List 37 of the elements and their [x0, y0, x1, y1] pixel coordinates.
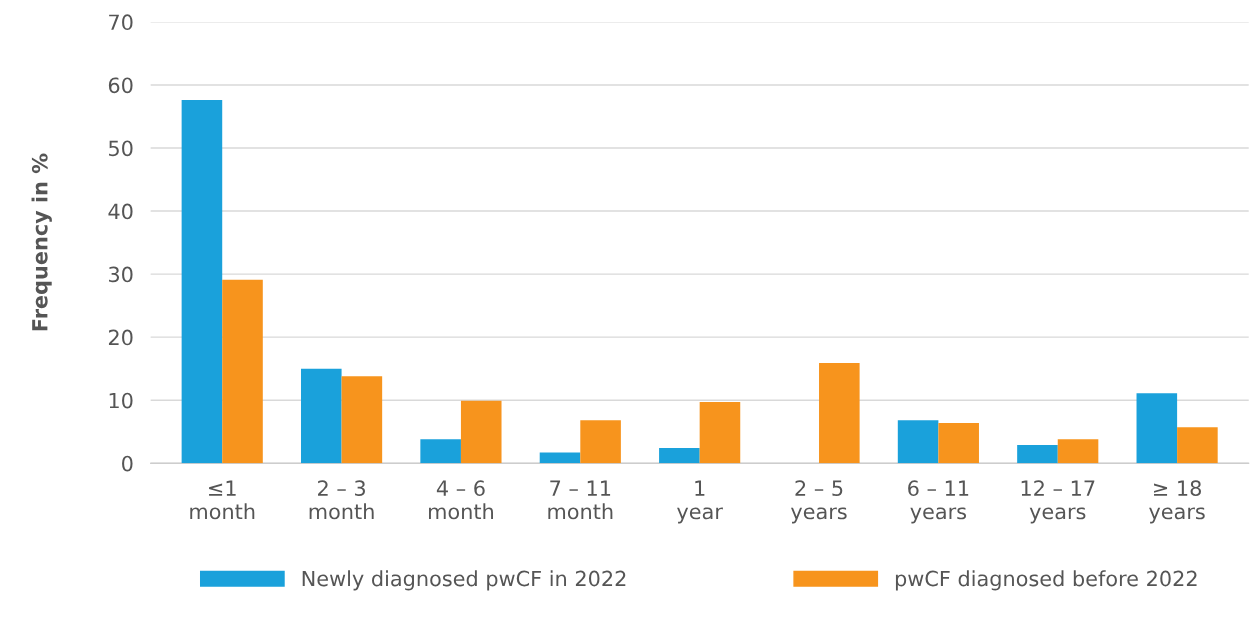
- bar: [699, 402, 741, 464]
- bar: [181, 100, 223, 464]
- legend-label: Newly diagnosed pwCF in 2022: [302, 570, 626, 591]
- x-tick-label: 1 year: [677, 480, 723, 524]
- y-tick-label: 20: [108, 329, 133, 346]
- y-tick-label: 10: [109, 392, 133, 409]
- y-tick-label: 60: [108, 77, 133, 94]
- x-tick-label: 12 – 17 years: [1021, 480, 1095, 524]
- x-tick-label: 2 – 3 month: [309, 480, 374, 520]
- bar: [1017, 444, 1058, 464]
- x-tick-label: ≤1 month: [190, 480, 255, 520]
- bar: [420, 439, 461, 464]
- x-tick-label: 4 – 6 month: [429, 480, 493, 520]
- bar: [897, 420, 939, 464]
- y-tick-label: 70: [109, 14, 133, 31]
- bar: [301, 368, 342, 464]
- bar: [1057, 439, 1099, 464]
- y-tick-label: 30: [109, 266, 133, 283]
- x-tick-label: 6 – 11 years: [908, 480, 969, 524]
- x-tick-label: 7 – 11 month: [548, 480, 613, 520]
- y-axis-title: Frequency in %: [31, 153, 52, 331]
- bar: [341, 376, 383, 464]
- y-tick-label: 40: [108, 203, 133, 220]
- bar: [1136, 393, 1178, 464]
- x-tick-label: 2 – 5 years: [790, 480, 847, 524]
- y-tick-label: 50: [109, 140, 133, 157]
- bar: [539, 452, 581, 464]
- legend-label: pwCF diagnosed before 2022: [895, 570, 1197, 591]
- bar: [659, 448, 700, 464]
- bar: [222, 279, 263, 464]
- bar: [938, 422, 979, 464]
- y-tick-label: 0: [122, 455, 133, 472]
- bar: [819, 363, 860, 464]
- bar: [1177, 427, 1218, 464]
- bar: [460, 400, 502, 464]
- bar: [580, 420, 621, 464]
- x-tick-label: ≥ 18 years: [1149, 480, 1205, 524]
